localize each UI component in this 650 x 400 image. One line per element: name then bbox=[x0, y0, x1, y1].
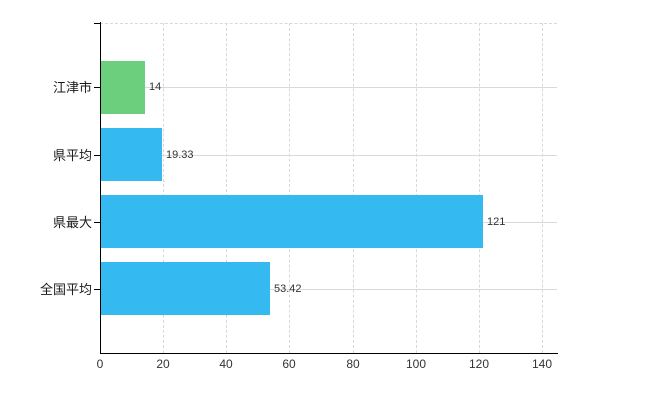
gridline-vertical bbox=[289, 23, 290, 353]
category-label: 県最大 bbox=[52, 215, 92, 230]
x-tick-label: 20 bbox=[156, 357, 170, 371]
bar bbox=[101, 128, 162, 181]
gridline-vertical bbox=[163, 23, 164, 353]
gridline-horizontal bbox=[100, 289, 557, 290]
x-axis-line bbox=[100, 353, 558, 354]
bar-value-label: 19.33 bbox=[166, 149, 194, 161]
gridline-horizontal bbox=[100, 155, 557, 156]
bar-value-label: 53.42 bbox=[274, 283, 302, 295]
y-axis-tick bbox=[94, 87, 100, 88]
x-tick-label: 120 bbox=[468, 357, 490, 371]
plot-top-border bbox=[100, 23, 557, 24]
x-tick-label: 60 bbox=[282, 357, 296, 371]
y-axis-tick bbox=[94, 222, 100, 223]
gridline-vertical bbox=[353, 23, 354, 353]
y-axis-tick bbox=[94, 23, 100, 24]
bar-value-label: 14 bbox=[149, 81, 162, 93]
category-label: 江津市 bbox=[52, 80, 92, 95]
gridline-vertical bbox=[542, 23, 543, 353]
bar bbox=[101, 61, 145, 114]
x-tick-label: 140 bbox=[531, 357, 553, 371]
gridline-vertical bbox=[479, 23, 480, 353]
x-tick-label: 0 bbox=[96, 357, 104, 371]
x-tick-label: 100 bbox=[405, 357, 427, 371]
y-axis-tick bbox=[94, 155, 100, 156]
x-tick-label: 40 bbox=[219, 357, 233, 371]
category-label: 全国平均 bbox=[39, 282, 92, 297]
y-axis-line bbox=[100, 22, 101, 353]
bar bbox=[101, 262, 270, 315]
gridline-vertical bbox=[416, 23, 417, 353]
gridline-vertical bbox=[226, 23, 227, 353]
category-label: 県平均 bbox=[52, 148, 92, 163]
y-axis-tick bbox=[94, 289, 100, 290]
x-tick-label: 80 bbox=[346, 357, 360, 371]
bar bbox=[101, 195, 483, 248]
bar-value-label: 121 bbox=[487, 216, 506, 228]
gridline-horizontal bbox=[100, 87, 557, 88]
